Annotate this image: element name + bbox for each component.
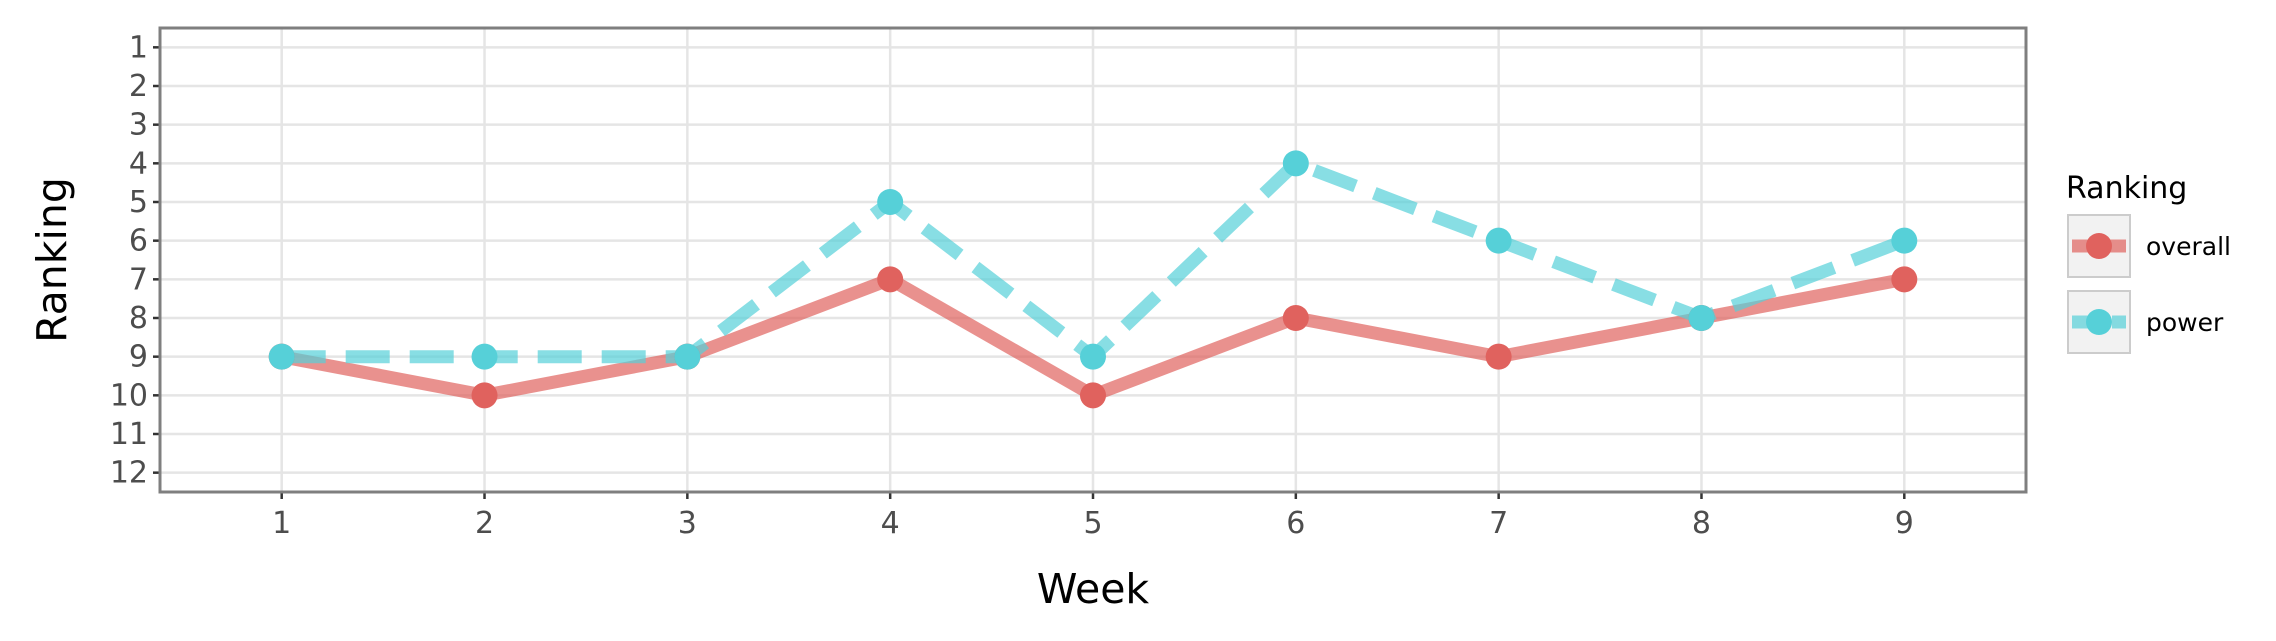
x-tick-label: 3 <box>678 506 697 541</box>
y-tick-label: 1 <box>129 30 148 65</box>
legend-label-power: power <box>2146 308 2224 337</box>
x-tick-label: 8 <box>1692 506 1711 541</box>
data-point-power <box>877 189 904 215</box>
y-tick-label: 7 <box>129 262 148 297</box>
y-tick-label: 4 <box>129 146 148 181</box>
y-tick-label: 3 <box>129 108 148 143</box>
data-point-overall <box>1080 382 1106 409</box>
x-axis-title: Week <box>1037 565 1150 613</box>
x-tick-label: 1 <box>272 506 291 541</box>
y-tick-label: 5 <box>129 185 148 220</box>
x-tick-label: 2 <box>475 506 494 541</box>
y-tick-label: 8 <box>129 301 148 336</box>
data-point-power <box>1282 150 1309 177</box>
y-tick-label: 6 <box>129 224 148 259</box>
data-point-power <box>1688 305 1715 331</box>
x-tick-label: 7 <box>1489 506 1508 541</box>
legend-title: Ranking <box>2066 171 2187 206</box>
data-point-power <box>268 343 295 370</box>
plot-panel-border <box>158 26 2028 494</box>
legend: Ranking overall power <box>2066 171 2231 354</box>
data-point-power <box>471 343 498 370</box>
y-tick-label: 10 <box>110 378 148 413</box>
data-point-power <box>674 343 701 370</box>
y-tick-label: 11 <box>110 417 148 452</box>
y-tick-label: 12 <box>110 456 148 491</box>
data-point-overall <box>1282 305 1309 331</box>
data-point-overall <box>877 266 904 293</box>
data-point-power <box>1080 343 1106 370</box>
y-axis-title: Ranking <box>28 177 76 343</box>
y-tick-label: 2 <box>129 69 148 104</box>
x-axis-ticks: 1 2 3 4 5 6 7 8 9 <box>272 492 1914 541</box>
legend-marker-power <box>2086 309 2112 335</box>
x-tick-label: 5 <box>1083 506 1102 541</box>
x-tick-label: 4 <box>881 506 900 541</box>
legend-marker-overall <box>2086 233 2112 259</box>
data-point-overall <box>1891 266 1918 293</box>
legend-label-overall: overall <box>2146 232 2231 261</box>
x-tick-label: 6 <box>1286 506 1305 541</box>
data-point-overall <box>1485 343 1512 370</box>
data-point-overall <box>471 382 498 409</box>
series-lines <box>268 150 1918 409</box>
x-tick-label: 9 <box>1895 506 1914 541</box>
y-tick-label: 9 <box>129 340 148 375</box>
data-point-power <box>1485 227 1512 254</box>
data-point-power <box>1891 227 1918 254</box>
